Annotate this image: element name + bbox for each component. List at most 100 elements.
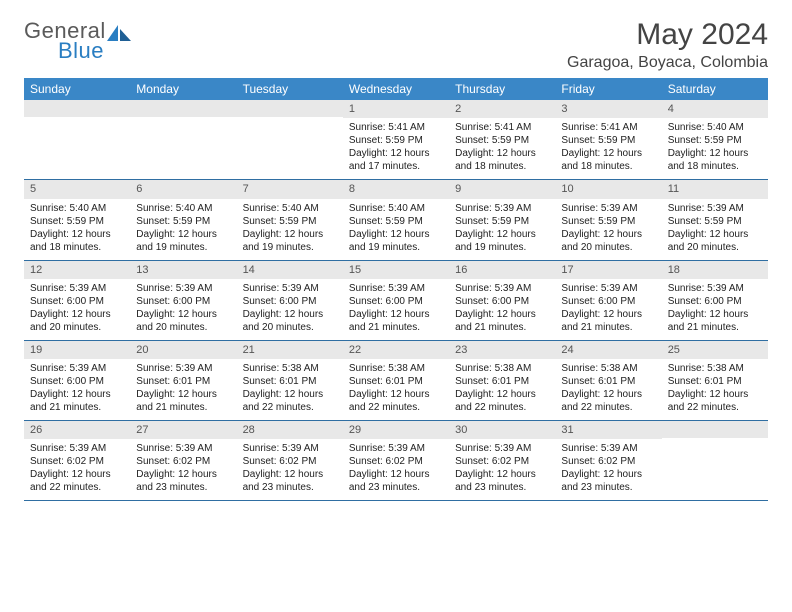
day-body: Sunrise: 5:38 AMSunset: 6:01 PMDaylight:… (662, 359, 768, 420)
sunrise-line: Sunrise: 5:38 AM (668, 362, 762, 375)
day-number: 31 (555, 421, 661, 439)
day-cell: 19Sunrise: 5:39 AMSunset: 6:00 PMDayligh… (24, 341, 130, 420)
day-cell: 10Sunrise: 5:39 AMSunset: 5:59 PMDayligh… (555, 180, 661, 259)
sunrise-line: Sunrise: 5:38 AM (561, 362, 655, 375)
daylight-line: Daylight: 12 hours and 23 minutes. (349, 468, 443, 494)
sunrise-line: Sunrise: 5:39 AM (30, 282, 124, 295)
daylight-line: Daylight: 12 hours and 23 minutes. (243, 468, 337, 494)
sunset-line: Sunset: 6:01 PM (455, 375, 549, 388)
sunrise-line: Sunrise: 5:39 AM (668, 202, 762, 215)
day-body: Sunrise: 5:39 AMSunset: 6:02 PMDaylight:… (130, 439, 236, 500)
day-body: Sunrise: 5:38 AMSunset: 6:01 PMDaylight:… (449, 359, 555, 420)
sunset-line: Sunset: 5:59 PM (136, 215, 230, 228)
day-number: 6 (130, 180, 236, 198)
day-body: Sunrise: 5:39 AMSunset: 6:02 PMDaylight:… (343, 439, 449, 500)
day-number: 29 (343, 421, 449, 439)
sunset-line: Sunset: 5:59 PM (668, 134, 762, 147)
day-body: Sunrise: 5:39 AMSunset: 6:00 PMDaylight:… (555, 279, 661, 340)
day-cell: 20 Sunrise: 5:39 AMSunset: 6:01 PMDayligh… (130, 341, 236, 420)
day-number: 20 (130, 341, 236, 359)
day-cell: 27Sunrise: 5:39 AMSunset: 6:02 PMDayligh… (130, 421, 236, 500)
day-body: Sunrise: 5:39 AMSunset: 5:59 PMDaylight:… (662, 199, 768, 260)
day-number: 3 (555, 100, 661, 118)
sunrise-line: Sunrise: 5:41 AM (455, 121, 549, 134)
day-cell (237, 100, 343, 179)
day-cell: 3Sunrise: 5:41 AMSunset: 5:59 PMDaylight… (555, 100, 661, 179)
daylight-line: Daylight: 12 hours and 21 minutes. (136, 388, 230, 414)
daylight-line: Daylight: 12 hours and 23 minutes. (136, 468, 230, 494)
sunrise-line: Sunrise: 5:40 AM (136, 202, 230, 215)
day-body: Sunrise: 5:39 AMSunset: 6:00 PMDaylight:… (662, 279, 768, 340)
sunset-line: Sunset: 6:00 PM (349, 295, 443, 308)
day-body (237, 117, 343, 169)
day-cell: 9Sunrise: 5:39 AMSunset: 5:59 PMDaylight… (449, 180, 555, 259)
sunrise-line: Sunrise: 5:39 AM (136, 362, 230, 375)
sunset-line: Sunset: 6:01 PM (561, 375, 655, 388)
sunrise-line: Sunrise: 5:39 AM (561, 202, 655, 215)
day-number: 24 (555, 341, 661, 359)
day-cell (130, 100, 236, 179)
sunset-line: Sunset: 6:01 PM (243, 375, 337, 388)
location: Garagoa, Boyaca, Colombia (567, 54, 768, 72)
sunrise-line: Sunrise: 5:40 AM (349, 202, 443, 215)
day-body: Sunrise: 5:40 AMSunset: 5:59 PMDaylight:… (343, 199, 449, 260)
sunset-line: Sunset: 6:00 PM (668, 295, 762, 308)
sunrise-line: Sunrise: 5:40 AM (30, 202, 124, 215)
day-body: Sunrise: 5:39 AMSunset: 6:00 PMDaylight:… (130, 279, 236, 340)
day-cell: 21Sunrise: 5:38 AMSunset: 6:01 PMDayligh… (237, 341, 343, 420)
sunrise-line: Sunrise: 5:38 AM (243, 362, 337, 375)
sunset-line: Sunset: 6:02 PM (561, 455, 655, 468)
daylight-line: Daylight: 12 hours and 20 minutes. (30, 308, 124, 334)
sunset-line: Sunset: 5:59 PM (349, 215, 443, 228)
sunrise-line: Sunrise: 5:41 AM (349, 121, 443, 134)
day-number: 21 (237, 341, 343, 359)
week-row: 26Sunrise: 5:39 AMSunset: 6:02 PMDayligh… (24, 421, 768, 501)
day-body: Sunrise: 5:39 AMSunset: 6:00 PMDaylight:… (449, 279, 555, 340)
day-number: 17 (555, 261, 661, 279)
day-cell (24, 100, 130, 179)
sunset-line: Sunset: 6:00 PM (561, 295, 655, 308)
daylight-line: Daylight: 12 hours and 23 minutes. (455, 468, 549, 494)
day-body: Sunrise: 5:40 AMSunset: 5:59 PMDaylight:… (24, 199, 130, 260)
daylight-line: Daylight: 12 hours and 21 minutes. (561, 308, 655, 334)
sunset-line: Sunset: 6:02 PM (243, 455, 337, 468)
weekday-header: Monday (130, 78, 236, 100)
day-body: Sunrise: 5:38 AMSunset: 6:01 PMDaylight:… (237, 359, 343, 420)
day-number: 4 (662, 100, 768, 118)
day-cell: 12Sunrise: 5:39 AMSunset: 6:00 PMDayligh… (24, 261, 130, 340)
day-number: 25 (662, 341, 768, 359)
sunset-line: Sunset: 6:00 PM (455, 295, 549, 308)
day-number: 9 (449, 180, 555, 198)
day-number: 15 (343, 261, 449, 279)
week-row: 5Sunrise: 5:40 AMSunset: 5:59 PMDaylight… (24, 180, 768, 260)
day-body: Sunrise: 5:41 AMSunset: 5:59 PMDaylight:… (449, 118, 555, 179)
day-body: Sunrise: 5:38 AMSunset: 6:01 PMDaylight:… (555, 359, 661, 420)
day-body: Sunrise: 5:39 AMSunset: 6:02 PMDaylight:… (237, 439, 343, 500)
daylight-line: Daylight: 12 hours and 19 minutes. (455, 228, 549, 254)
day-cell: 30Sunrise: 5:39 AMSunset: 6:02 PMDayligh… (449, 421, 555, 500)
sunset-line: Sunset: 6:01 PM (668, 375, 762, 388)
sunrise-line: Sunrise: 5:39 AM (455, 442, 549, 455)
day-number: 23 (449, 341, 555, 359)
day-cell: 18Sunrise: 5:39 AMSunset: 6:00 PMDayligh… (662, 261, 768, 340)
day-body: Sunrise: 5:41 AMSunset: 5:59 PMDaylight:… (343, 118, 449, 179)
daylight-line: Daylight: 12 hours and 22 minutes. (561, 388, 655, 414)
day-number: 10 (555, 180, 661, 198)
daylight-line: Daylight: 12 hours and 22 minutes. (30, 468, 124, 494)
day-body: Sunrise: 5:39 AMSunset: 5:59 PMDaylight:… (449, 199, 555, 260)
day-body: Sunrise: 5:41 AMSunset: 5:59 PMDaylight:… (555, 118, 661, 179)
day-cell: 14Sunrise: 5:39 AMSunset: 6:00 PMDayligh… (237, 261, 343, 340)
daylight-line: Daylight: 12 hours and 18 minutes. (30, 228, 124, 254)
day-number (130, 100, 236, 117)
day-number: 19 (24, 341, 130, 359)
day-body (130, 117, 236, 169)
daylight-line: Daylight: 12 hours and 20 minutes. (243, 308, 337, 334)
sunrise-line: Sunrise: 5:39 AM (668, 282, 762, 295)
sunrise-line: Sunrise: 5:39 AM (30, 362, 124, 375)
day-body: Sunrise: 5:39 AMSunset: 6:00 PMDaylight:… (24, 279, 130, 340)
sunset-line: Sunset: 6:01 PM (136, 375, 230, 388)
day-cell: 24Sunrise: 5:38 AMSunset: 6:01 PMDayligh… (555, 341, 661, 420)
day-cell: 6Sunrise: 5:40 AMSunset: 5:59 PMDaylight… (130, 180, 236, 259)
sunset-line: Sunset: 5:59 PM (561, 215, 655, 228)
day-cell: 23Sunrise: 5:38 AMSunset: 6:01 PMDayligh… (449, 341, 555, 420)
